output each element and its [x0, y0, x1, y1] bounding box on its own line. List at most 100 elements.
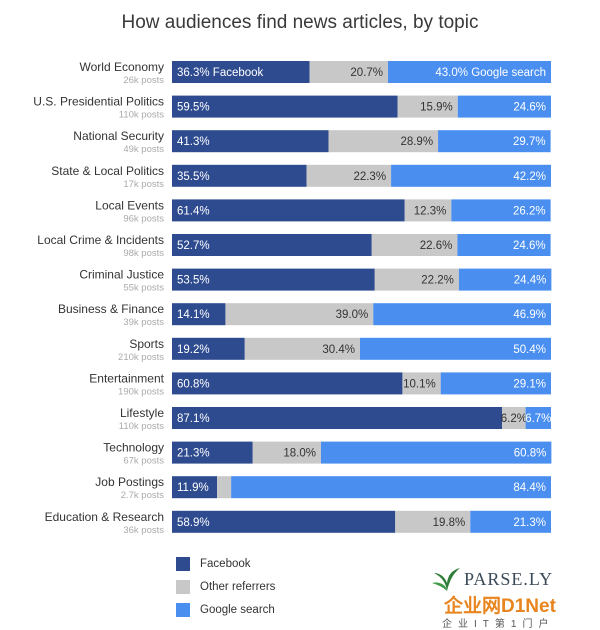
bar-segment-facebook	[172, 268, 375, 291]
bar-segment-other	[402, 372, 441, 395]
bar-segment-google	[391, 164, 551, 187]
data-label-other: 30.4%	[322, 344, 355, 356]
data-label-facebook: 41.3%	[177, 136, 210, 148]
bar-segment-google	[451, 199, 551, 222]
data-label-other: 39.0%	[336, 309, 369, 321]
bar-segment-facebook	[172, 95, 398, 118]
data-label-facebook: 35.5%	[177, 171, 210, 183]
category-label: World Economy	[80, 60, 164, 74]
brand-name: PARSE.LY	[464, 569, 554, 589]
bar-segment-google	[438, 130, 551, 153]
legend-label-google: Google search	[200, 603, 275, 616]
category-label: Lifestyle	[120, 406, 164, 420]
bar-segment-other	[374, 268, 459, 291]
category-posts-label: 98k posts	[123, 248, 164, 259]
legend-swatch-facebook	[176, 556, 190, 571]
category-label: Education & Research	[45, 510, 164, 524]
chart-title: How audiences find news articles, by top…	[121, 12, 479, 33]
category-label: Technology	[103, 441, 164, 455]
bar-segment-other	[244, 337, 360, 360]
bar-segment-google	[470, 510, 551, 533]
data-label-other: 18.0%	[283, 448, 316, 460]
category-posts-label: 190k posts	[118, 386, 164, 397]
bar-segment-other	[252, 441, 321, 464]
data-label-google: 42.2%	[513, 171, 546, 183]
bar-segment-google	[231, 476, 551, 499]
data-label-google: 21.3%	[513, 517, 546, 529]
data-label-facebook: 87.1%	[177, 413, 210, 425]
data-label-google: 60.8%	[514, 448, 547, 460]
category-posts-label: 26k posts	[123, 75, 164, 86]
leaf-logo-icon	[432, 568, 460, 591]
data-label-facebook: 60.8%	[177, 378, 210, 390]
category-label: Local Crime & Incidents	[37, 233, 164, 247]
data-label-facebook: 58.9%	[177, 517, 210, 529]
category-label: Criminal Justice	[79, 268, 164, 282]
category-posts-label: 17k posts	[123, 179, 164, 190]
bar-segment-google	[458, 268, 552, 291]
bar-segment-google	[525, 407, 551, 429]
bar-segment-other	[371, 234, 458, 256]
legend-swatch-google	[176, 602, 190, 617]
brand-block: PARSE.LY 企业网D1Net 企业IT第1门户	[430, 565, 590, 630]
bar-segment-facebook	[172, 476, 218, 499]
bar-segment-facebook	[172, 337, 245, 360]
data-label-facebook: 61.4%	[177, 205, 210, 217]
data-label-google: 46.9%	[513, 309, 546, 321]
legend-item-google: Google search	[176, 598, 275, 621]
category-label: Entertainment	[89, 371, 164, 385]
data-label-google: 29.7%	[513, 136, 546, 148]
data-label-facebook: 52.7%	[177, 240, 210, 252]
data-label-other: 10.1%	[403, 378, 436, 390]
bar-segment-other	[309, 61, 389, 83]
chart-legend: Facebook Other referrers Google search	[176, 552, 275, 621]
bar-segment-other	[217, 476, 232, 499]
data-label-other: 28.9%	[400, 136, 433, 148]
category-posts-label: 36k posts	[123, 525, 164, 536]
data-label-google: 29.1%	[513, 378, 546, 390]
bar-segment-facebook	[172, 234, 372, 256]
data-label-other: 22.2%	[421, 275, 454, 287]
category-posts-label: 2.7k posts	[121, 490, 165, 501]
data-label-facebook: 11.9%	[177, 482, 209, 494]
category-posts-label: 55k posts	[123, 283, 164, 294]
data-label-other: 22.6%	[420, 240, 453, 252]
bar-segment-google	[359, 337, 551, 360]
data-label-facebook: 36.3% Facebook	[177, 67, 264, 79]
data-label-facebook: 19.2%	[177, 344, 210, 356]
data-label-google: 26.2%	[513, 205, 546, 217]
category-posts-label: 110k posts	[119, 421, 164, 432]
bar-segment-google	[457, 234, 551, 256]
category-label: Job Postings	[95, 475, 164, 489]
bar-segment-other	[502, 407, 526, 429]
bar-segment-google	[457, 95, 551, 118]
bar-segment-facebook	[172, 199, 405, 222]
bar-segment-other	[328, 130, 439, 153]
data-label-facebook: 14.1%	[177, 309, 210, 321]
data-label-google: 43.0% Google search	[435, 67, 546, 79]
data-label-other: 12.3%	[414, 205, 447, 217]
category-label: U.S. Presidential Politics	[33, 95, 164, 109]
bar-segment-google	[320, 441, 552, 464]
bar-segment-facebook	[172, 164, 307, 187]
data-label-google: 50.4%	[513, 344, 546, 356]
bar-segment-google	[373, 303, 551, 326]
legend-swatch-other	[176, 579, 190, 594]
data-label-other: 15.9%	[420, 102, 453, 114]
category-label: State & Local Politics	[51, 164, 164, 178]
watermark-tagline: 企业IT第1门户	[442, 619, 555, 630]
bar-segment-other	[306, 164, 392, 187]
legend-item-facebook: Facebook	[176, 552, 275, 575]
data-label-other: 20.7%	[350, 67, 383, 79]
